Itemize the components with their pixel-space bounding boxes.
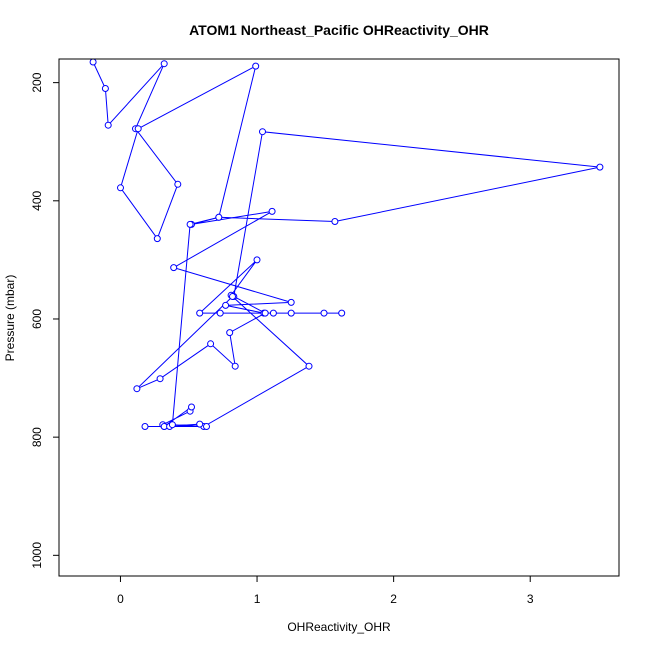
y-axis-label: Pressure (mbar) [3, 275, 17, 362]
x-tick-label: 1 [254, 592, 261, 606]
data-point [253, 256, 261, 264]
data-point [186, 220, 194, 228]
data-point [596, 163, 604, 171]
data-point [153, 235, 161, 243]
data-point [104, 121, 112, 129]
data-point [117, 184, 124, 192]
data-point [160, 60, 168, 68]
data-point [207, 340, 215, 348]
data-point [188, 403, 195, 411]
data-point [268, 207, 276, 215]
data-point [261, 309, 269, 317]
data-point [174, 180, 182, 188]
x-axis: 0 1 2 3 [117, 575, 534, 606]
data-point [338, 309, 346, 317]
data-point [216, 309, 224, 317]
data-point [168, 421, 176, 429]
x-tick-label: 2 [390, 592, 397, 606]
data-point [287, 309, 295, 317]
data-point [305, 362, 313, 370]
plot-area [89, 59, 604, 430]
data-point [196, 420, 204, 428]
series-line-0 [92, 61, 601, 428]
data-point [231, 362, 239, 370]
data-point [134, 125, 142, 133]
data-point [156, 375, 164, 383]
x-axis-label: OHReactivity_OHR [287, 620, 391, 634]
data-point [226, 329, 234, 337]
x-tick-label: 3 [527, 592, 534, 606]
y-tick-label: 400 [30, 190, 44, 210]
chart-title: ATOM1 Northeast_Pacific OHReactivity_OHR [189, 22, 489, 38]
data-point [89, 59, 97, 66]
y-tick-label: 800 [30, 427, 44, 447]
data-point [170, 264, 178, 272]
y-tick-label: 200 [30, 72, 44, 92]
data-point [133, 385, 141, 393]
data-point [320, 309, 328, 317]
data-point [215, 213, 223, 221]
data-point [229, 293, 236, 300]
data-point [196, 309, 204, 317]
data-point [287, 298, 295, 306]
y-tick-label: 600 [30, 309, 44, 329]
data-point [203, 423, 210, 430]
data-point [141, 423, 149, 430]
data-point [252, 62, 260, 70]
data-point [101, 85, 109, 92]
y-tick-label: 1000 [30, 542, 44, 569]
data-point [331, 218, 339, 225]
data-point [269, 309, 277, 317]
data-point [222, 301, 230, 309]
plot-border [58, 58, 620, 577]
x-tick-label: 0 [117, 592, 124, 606]
data-point [259, 128, 266, 136]
y-axis: 200 400 600 800 1000 [30, 72, 60, 569]
